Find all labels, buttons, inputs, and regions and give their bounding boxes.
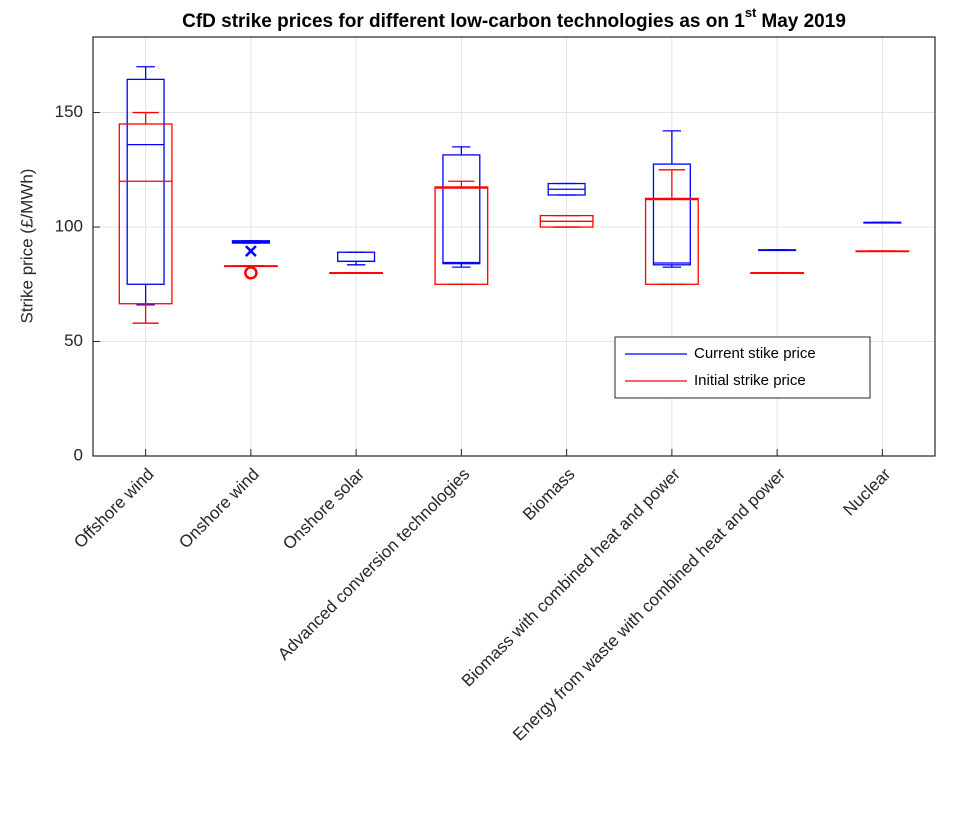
- y-tick-label: 0: [74, 445, 83, 464]
- y-tick-label: 100: [55, 217, 83, 236]
- x-tick-label: Nuclear: [840, 464, 895, 519]
- x-tick-label: Advanced conversion technologies: [274, 465, 473, 664]
- outlier: [244, 266, 258, 280]
- title-superscript: st: [745, 5, 757, 20]
- x-tick-label: Offshore wind: [70, 465, 157, 552]
- legend-label: Current stike price: [694, 345, 816, 362]
- box: [434, 186, 489, 285]
- legend-label: Initial strike price: [694, 372, 806, 389]
- chart-title: CfD strike prices for different low-carb…: [182, 5, 846, 32]
- x-tick-label: Biomass with combined heat and power: [458, 464, 684, 690]
- box: [442, 154, 481, 265]
- title-part: May 2019: [761, 11, 846, 32]
- outlier: [244, 245, 257, 257]
- y-tick-label: 150: [55, 102, 83, 121]
- box: [644, 197, 699, 285]
- x-tick-label: Biomass: [519, 465, 579, 525]
- y-axis-label: Strike price (£/MWh): [17, 169, 36, 324]
- plot-frame: [92, 36, 936, 457]
- title-part: CfD strike prices for different low-carb…: [182, 11, 745, 32]
- x-tick-label: Onshore solar: [279, 464, 368, 553]
- legend-box: [614, 336, 871, 399]
- x-tick-label: Onshore wind: [175, 465, 263, 553]
- box: [118, 123, 173, 305]
- box: [652, 163, 691, 266]
- y-tick-label: 50: [64, 331, 83, 350]
